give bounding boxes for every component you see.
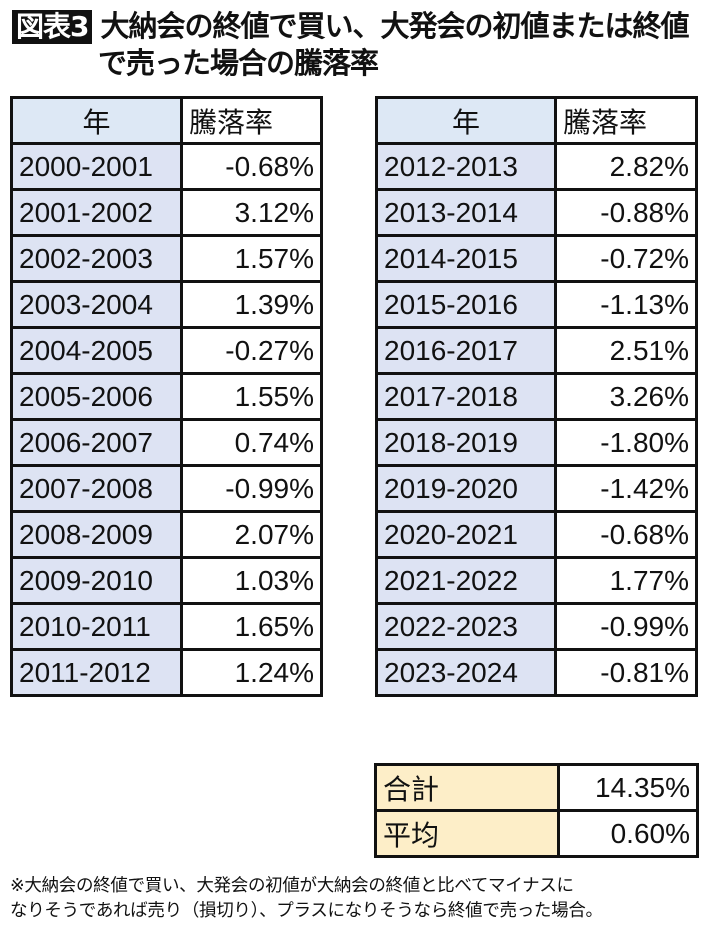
total-value: 14.35% — [557, 763, 699, 812]
average-value: 0.60% — [557, 809, 699, 858]
year-cell: 2007-2008 — [10, 464, 183, 513]
rate-cell: -1.13% — [554, 280, 698, 329]
header-row: 年 騰落率 — [10, 96, 323, 145]
year-cell: 2009-2010 — [10, 556, 183, 605]
year-cell: 2013-2014 — [375, 188, 557, 237]
table-row: 2012-2013 2.82% — [375, 142, 698, 191]
header-rate: 騰落率 — [554, 96, 698, 145]
title-line-2: で売った場合の騰落率 — [98, 46, 379, 80]
year-cell: 2004-2005 — [10, 326, 183, 375]
table-row: 2016-2017 2.51% — [375, 326, 698, 375]
table-row: 2008-2009 2.07% — [10, 510, 323, 559]
table-row: 2005-2006 1.55% — [10, 372, 323, 421]
rate-cell: -0.99% — [180, 464, 323, 513]
year-cell: 2012-2013 — [375, 142, 557, 191]
year-cell: 2003-2004 — [10, 280, 183, 329]
year-cell: 2022-2023 — [375, 602, 557, 651]
rate-cell: 2.51% — [554, 326, 698, 375]
right-table: 年 騰落率 2012-2013 2.82% 2013-2014 -0.88% 2014-… — [375, 96, 698, 697]
average-row: 平均 0.60% — [374, 809, 699, 858]
header-year: 年 — [10, 96, 183, 145]
table-row: 2017-2018 3.26% — [375, 372, 698, 421]
year-cell: 2010-2011 — [10, 602, 183, 651]
table-row: 2021-2022 1.77% — [375, 556, 698, 605]
table-row: 2011-2012 1.24% — [10, 648, 323, 697]
rate-cell: 2.82% — [554, 142, 698, 191]
table-row: 2004-2005 -0.27% — [10, 326, 323, 375]
year-cell: 2015-2016 — [375, 280, 557, 329]
table-row: 2015-2016 -1.13% — [375, 280, 698, 329]
rate-cell: -0.81% — [554, 648, 698, 697]
year-cell: 2021-2022 — [375, 556, 557, 605]
rate-cell: -0.68% — [554, 510, 698, 559]
header-rate: 騰落率 — [180, 96, 323, 145]
table-row: 2003-2004 1.39% — [10, 280, 323, 329]
rate-cell: -1.80% — [554, 418, 698, 467]
year-cell: 2001-2002 — [10, 188, 183, 237]
year-cell: 2019-2020 — [375, 464, 557, 513]
footnote: ※大納会の終値で買い、大発会の初値が大納会の終値と比べてマイナスに なりそうであ… — [10, 874, 603, 924]
table-row: 2007-2008 -0.99% — [10, 464, 323, 513]
table-row: 2022-2023 -0.99% — [375, 602, 698, 651]
figure-title: 図表3 大納会の終値で買い、大発会の初値または終値 で売った場合の騰落率 — [12, 8, 690, 82]
table-row: 2009-2010 1.03% — [10, 556, 323, 605]
table-row: 2020-2021 -0.68% — [375, 510, 698, 559]
total-label: 合計 — [374, 763, 560, 812]
table-row: 2018-2019 -1.80% — [375, 418, 698, 467]
summary-table: 合計 14.35% 平均 0.60% — [374, 763, 699, 858]
footnote-line-2: なりそうであれば売り（損切り）、プラスになりそうなら終値で売った場合。 — [10, 901, 603, 921]
table-row: 2002-2003 1.57% — [10, 234, 323, 283]
header-year: 年 — [375, 96, 557, 145]
table-row: 2006-2007 0.74% — [10, 418, 323, 467]
year-cell: 2014-2015 — [375, 234, 557, 283]
rate-cell: -0.88% — [554, 188, 698, 237]
year-cell: 2005-2006 — [10, 372, 183, 421]
total-row: 合計 14.35% — [374, 763, 699, 812]
rate-cell: 1.77% — [554, 556, 698, 605]
left-table: 年 騰落率 2000-2001 -0.68% 2001-2002 3.12% 2002-… — [10, 96, 323, 697]
rate-cell: -0.99% — [554, 602, 698, 651]
rate-cell: 0.74% — [180, 418, 323, 467]
title-line-1: 大納会の終値で買い、大発会の初値または終値 — [100, 9, 689, 43]
rate-cell: 1.39% — [180, 280, 323, 329]
year-cell: 2016-2017 — [375, 326, 557, 375]
rate-cell: 2.07% — [180, 510, 323, 559]
year-cell: 2017-2018 — [375, 372, 557, 421]
rate-cell: 1.65% — [180, 602, 323, 651]
table-row: 2010-2011 1.65% — [10, 602, 323, 651]
year-cell: 2002-2003 — [10, 234, 183, 283]
rate-cell: 1.55% — [180, 372, 323, 421]
table-row: 2001-2002 3.12% — [10, 188, 323, 237]
rate-cell: 1.03% — [180, 556, 323, 605]
rate-cell: -0.68% — [180, 142, 323, 191]
table-row: 2014-2015 -0.72% — [375, 234, 698, 283]
table-row: 2019-2020 -1.42% — [375, 464, 698, 513]
rate-cell: -0.72% — [554, 234, 698, 283]
table-row: 2000-2001 -0.68% — [10, 142, 323, 191]
rate-cell: -0.27% — [180, 326, 323, 375]
rate-cell: -1.42% — [554, 464, 698, 513]
table-row: 2013-2014 -0.88% — [375, 188, 698, 237]
footnote-line-1: ※大納会の終値で買い、大発会の初値が大納会の終値と比べてマイナスに — [10, 876, 574, 896]
header-row: 年 騰落率 — [375, 96, 698, 145]
rate-cell: 1.57% — [180, 234, 323, 283]
year-cell: 2023-2024 — [375, 648, 557, 697]
year-cell: 2020-2021 — [375, 510, 557, 559]
rate-cell: 1.24% — [180, 648, 323, 697]
year-cell: 2008-2009 — [10, 510, 183, 559]
year-cell: 2011-2012 — [10, 648, 183, 697]
year-cell: 2006-2007 — [10, 418, 183, 467]
year-cell: 2018-2019 — [375, 418, 557, 467]
table-row: 2023-2024 -0.81% — [375, 648, 698, 697]
rate-cell: 3.26% — [554, 372, 698, 421]
rate-cell: 3.12% — [180, 188, 323, 237]
average-label: 平均 — [374, 809, 560, 858]
year-cell: 2000-2001 — [10, 142, 183, 191]
figure-badge: 図表3 — [12, 10, 93, 44]
